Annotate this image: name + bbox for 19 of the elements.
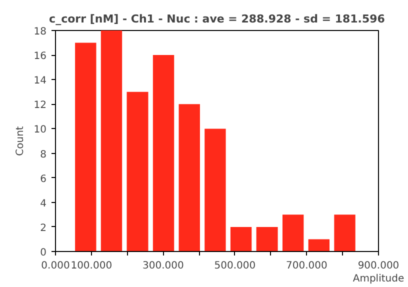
y-tick-label: 2 [40, 222, 47, 234]
x-axis-title: Amplitude [352, 274, 404, 284]
y-tick-label: 12 [34, 100, 47, 112]
y-axis-title: Count [14, 126, 26, 156]
y-tick-label: 0 [40, 248, 47, 258]
x-tick-label: 900.000 [358, 260, 400, 272]
x-tick-label: 0.000 [41, 260, 70, 272]
y-tick-label: 4 [40, 198, 47, 210]
chart-title: c_corr [nM] - Ch1 - Nuc : ave = 288.928 - sd = 181.596 [49, 12, 386, 26]
y-tick-label: 14 [34, 76, 47, 87]
y-tick-label: 8 [40, 149, 47, 160]
y-tick-label: 6 [40, 174, 47, 185]
y-tick-label: 16 [34, 51, 47, 62]
y-tick-label: 10 [34, 124, 47, 136]
x-tick-label: 300.000 [142, 260, 184, 272]
x-tick-label: 700.000 [286, 260, 328, 272]
x-tick-label: 500.000 [214, 260, 256, 272]
x-tick-label: 100.000 [70, 260, 112, 272]
y-tick-label: 18 [34, 26, 47, 38]
